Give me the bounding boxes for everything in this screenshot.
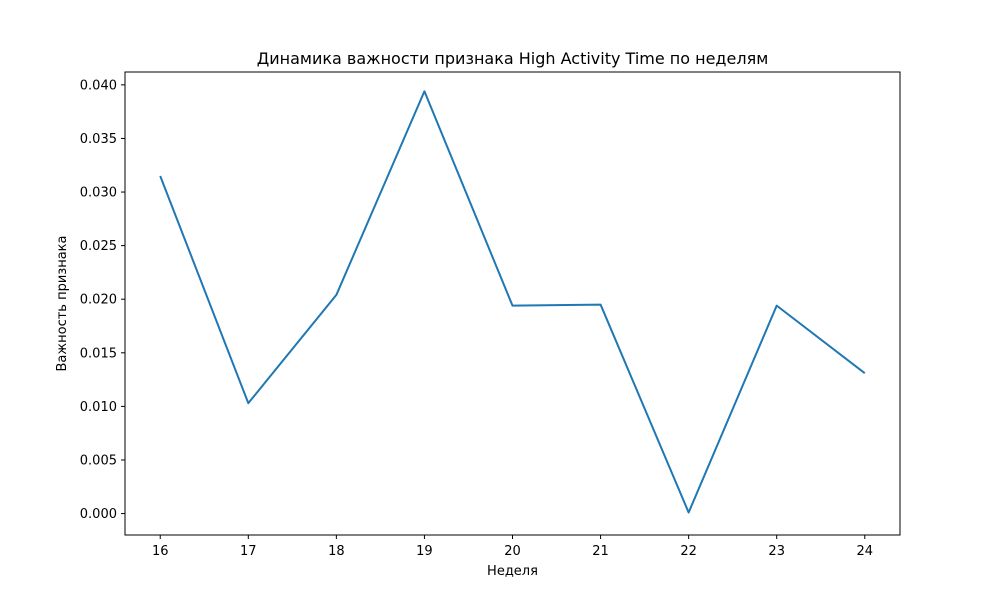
y-tick-label: 0.020 [80,293,117,308]
axes-frame [124,71,901,536]
x-tick-label: 24 [856,544,873,559]
plot-area: 16 17 18 19 20 21 22 23 24 0.000 0.005 0.010 0.015 0.… [80,78,873,559]
x-tick-label: 17 [240,544,257,559]
y-tick-label: 0.030 [80,186,117,201]
y-tick-label: 0.005 [80,453,117,468]
x-tick-label: 20 [504,544,521,559]
x-tick-label: 19 [416,544,433,559]
x-tick-label: 23 [768,544,785,559]
x-axis-title: Неделя [487,564,538,579]
y-axis-title: Важность признака [55,236,70,372]
x-tick-label: 16 [152,544,169,559]
y-tick-label: 0.015 [80,346,117,361]
y-tick-label: 0.000 [80,507,117,522]
y-tick-label: 0.025 [80,239,117,254]
x-tick-label: 21 [592,544,609,559]
x-tick-label: 18 [328,544,345,559]
x-tick-label: 22 [680,544,697,559]
chart-title: Динамика важности признака High Activity… [257,49,769,68]
y-tick-label: 0.040 [80,78,117,93]
y-tick-label: 0.035 [80,132,117,147]
y-tick-label: 0.010 [80,400,117,415]
